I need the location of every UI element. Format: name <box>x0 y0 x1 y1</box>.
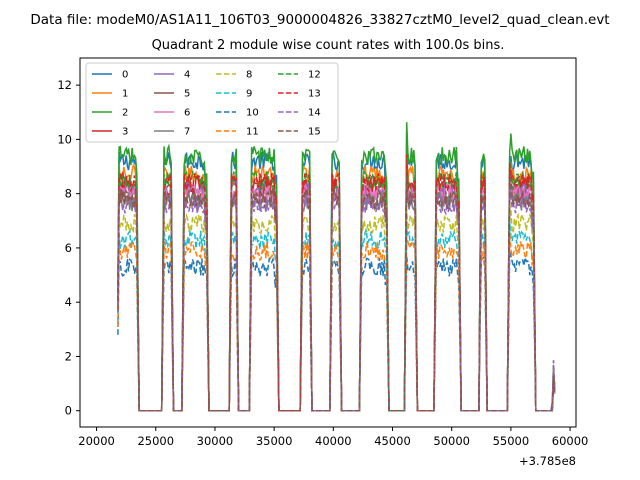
series-line-11 <box>117 233 556 412</box>
legend-label: 11 <box>246 127 259 138</box>
x-tick-label: 30000 <box>197 434 234 448</box>
series-line-8 <box>117 204 556 412</box>
legend-label: 0 <box>122 70 128 81</box>
legend-label: 9 <box>246 89 252 100</box>
y-tick-label: 6 <box>65 241 72 255</box>
x-tick-label: 55000 <box>493 434 530 448</box>
x-tick-label: 40000 <box>315 434 352 448</box>
legend-label: 5 <box>184 89 190 100</box>
legend-label: 8 <box>246 70 252 81</box>
legend-label: 7 <box>184 127 190 138</box>
plot-frame <box>79 57 577 428</box>
legend-label: 14 <box>308 108 321 119</box>
y-axis: 0 2 4 6 8 10 12 <box>57 78 80 418</box>
series-line-9 <box>117 221 556 412</box>
legend-label: 4 <box>184 70 190 81</box>
y-tick-label: 8 <box>65 187 72 201</box>
legend-label: 1 <box>122 89 128 100</box>
series-line-2 <box>117 122 556 412</box>
legend-label: 2 <box>122 108 128 119</box>
legend-label: 10 <box>246 108 259 119</box>
y-tick-label: 10 <box>57 132 72 146</box>
x-tick-label: 35000 <box>256 434 293 448</box>
y-tick-label: 0 <box>65 404 72 418</box>
chart-suptitle: Data file: modeM0/AS1A11_106T03_90000048… <box>30 12 609 28</box>
legend-label: 6 <box>184 108 190 119</box>
y-tick-label: 4 <box>65 295 72 309</box>
x-tick-label: 25000 <box>137 434 174 448</box>
series-line-15 <box>117 175 556 412</box>
legend-label: 13 <box>308 89 321 100</box>
series-line-13 <box>117 159 556 412</box>
legend-frame <box>85 62 339 143</box>
x-tick-label: 45000 <box>374 434 411 448</box>
series-layer <box>117 122 556 412</box>
x-tick-label: 50000 <box>433 434 470 448</box>
y-tick-label: 12 <box>57 78 72 92</box>
legend-label: 12 <box>308 70 321 81</box>
x-tick-label: 60000 <box>552 434 589 448</box>
x-offset-label: +3.785e8 <box>519 454 576 468</box>
y-tick-label: 2 <box>65 349 72 363</box>
x-tick-label: 20000 <box>78 434 115 448</box>
x-axis: 20000 25000 30000 35000 40000 45000 50000 55000… <box>78 427 588 448</box>
legend-label: 15 <box>308 127 321 138</box>
chart-title: Quadrant 2 module wise count rates with … <box>152 38 505 53</box>
legend-label: 3 <box>122 127 128 138</box>
